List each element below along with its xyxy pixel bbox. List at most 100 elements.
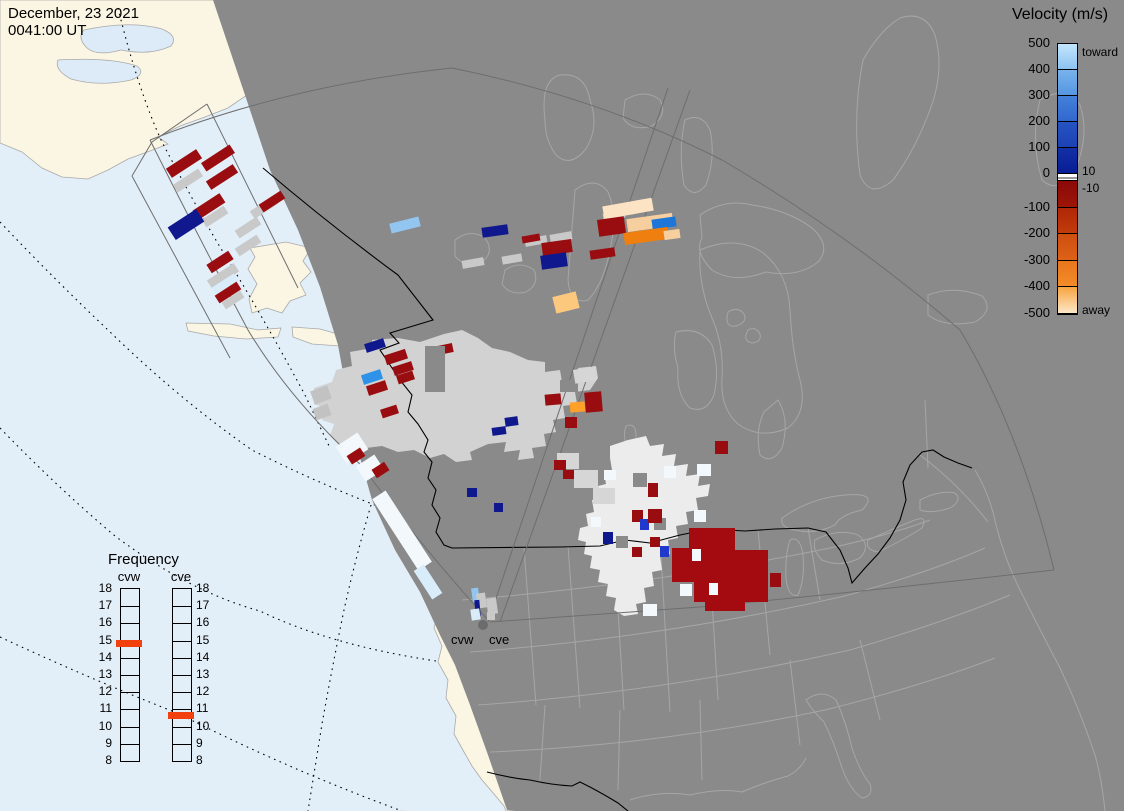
- us-mexico-border: [486, 771, 629, 811]
- frequency-tick-label: 16: [196, 615, 210, 630]
- frequency-tick-label: 10: [196, 718, 210, 733]
- frequency-marker-cvw: [116, 639, 142, 647]
- velocity-cell: [680, 584, 692, 596]
- velocity-cell: [572, 366, 598, 384]
- velocity-cell: [591, 517, 601, 527]
- frequency-tick-label: 17: [196, 598, 210, 613]
- colorbar-segment: [1058, 260, 1077, 288]
- velocity-cell: [643, 604, 657, 616]
- frequency-tick-label: 12: [196, 684, 210, 699]
- timestamp-time: 0041:00 UT: [8, 22, 87, 39]
- colorbar-tick-label: 500: [1028, 35, 1050, 50]
- velocity-cell: [461, 257, 485, 269]
- velocity-cell: [632, 547, 642, 557]
- frequency-tick-label: 17: [98, 598, 112, 613]
- velocity-cell: [487, 612, 495, 620]
- frequency-tick-label: 8: [196, 753, 203, 767]
- colorbar-segment: [1058, 287, 1077, 314]
- radar-site-dot: [478, 620, 488, 630]
- velocity-cell: [565, 416, 577, 428]
- pacific-coast-line: [262, 167, 453, 549]
- velocity-cell: [648, 483, 658, 497]
- velocity-cell: [663, 228, 681, 240]
- frequency-column-cve-label: cve: [170, 569, 192, 584]
- velocity-cell: [708, 583, 718, 595]
- velocity-cell: [379, 404, 399, 418]
- colorbar-tick-label: 300: [1028, 86, 1050, 102]
- colorbar-tick-label: -300: [1023, 251, 1050, 267]
- velocity-cell: [596, 215, 626, 237]
- timestamp: December, 23 2021 0041:00 UT: [8, 5, 139, 39]
- velocity-colorbar: [1057, 43, 1078, 315]
- fov-beam-line-2: [499, 89, 691, 623]
- velocity-cell: [552, 290, 580, 314]
- velocity-cell: [469, 607, 481, 621]
- velocity-cell: [650, 537, 660, 547]
- timestamp-date: December, 23 2021: [8, 5, 139, 22]
- velocity-cell: [501, 253, 523, 265]
- frequency-tick-label: 16: [98, 615, 112, 630]
- frequency-tick-label: 13: [196, 667, 210, 681]
- velocity-cell: [491, 426, 507, 436]
- frequency-ladder-cvw: [120, 588, 140, 762]
- colorbar-tick-label: 100: [1028, 138, 1050, 154]
- velocity-cell: [425, 346, 445, 392]
- colorbar-segment: [1058, 234, 1077, 261]
- frequency-tick-label: 18: [196, 581, 210, 595]
- colorbar-zero-band: [1058, 173, 1077, 182]
- frequency-tick-label: 18: [98, 581, 112, 595]
- colorbar-segment: [1058, 44, 1077, 70]
- radar-fov-outlines: [131, 67, 1055, 630]
- velocity-cell: [705, 597, 745, 611]
- velocity-cell: [604, 470, 616, 480]
- alaska-peninsula-islands: [185, 322, 282, 340]
- velocity-cell: [648, 509, 662, 523]
- frequency-tick-label: 11: [196, 701, 209, 716]
- frequency-tick-label: 14: [196, 649, 210, 664]
- colorbar-segment: [1058, 69, 1077, 96]
- velocity-cell: [493, 502, 503, 512]
- velocity-cell: [603, 532, 613, 544]
- frequency-ladder-cve: [172, 588, 192, 762]
- colorbar-segment: [1058, 181, 1077, 208]
- velocity-cell: [258, 190, 286, 212]
- colorbar-tick-label: -500: [1023, 305, 1050, 320]
- fov-beam-line-1: [487, 87, 669, 623]
- velocity-cell: [312, 403, 332, 421]
- velocity-cell: [714, 440, 728, 454]
- velocity-cell: [364, 337, 386, 353]
- velocity-cell: [389, 216, 421, 234]
- central-scatter-blob: [314, 330, 598, 462]
- colorbar-tick-label: -100: [1023, 198, 1050, 214]
- radar-label-cve: cve: [489, 632, 510, 647]
- colorbar-tick-label: 0: [1042, 164, 1050, 180]
- radar-label-cvw: cvw: [451, 632, 474, 647]
- velocity-cell: [633, 473, 647, 487]
- colorbar-title: Velocity (m/s): [1012, 6, 1109, 23]
- frequency-tick-label: 8: [105, 753, 112, 767]
- velocity-cell: [664, 466, 676, 478]
- colorbar-lower-threshold: -10: [1082, 181, 1100, 195]
- velocity-cell: [691, 549, 701, 561]
- frequency-tick-label: 9: [196, 735, 203, 750]
- velocity-cell: [562, 469, 574, 479]
- velocity-cell: [481, 224, 509, 238]
- velocity-cell: [167, 208, 205, 240]
- velocity-cell: [639, 518, 649, 530]
- terminator-night-region: [213, 0, 1124, 811]
- velocity-cell: [413, 564, 443, 600]
- velocity-cell: [574, 470, 598, 488]
- frequency-tick-label: 10: [98, 718, 112, 733]
- alaska-landmass: [0, 0, 248, 180]
- colorbar-away-label: away: [1082, 303, 1111, 317]
- velocity-cell: [310, 385, 332, 405]
- frequency-tick-label: 13: [98, 667, 112, 681]
- colorbar-segment: [1058, 207, 1077, 235]
- alaska-fov-outline: [131, 103, 208, 177]
- fov-west-edge: [149, 139, 489, 621]
- alaska-inlets: [56, 24, 174, 84]
- velocity-cell: [588, 246, 616, 260]
- frequency-tick-label: 15: [196, 632, 210, 647]
